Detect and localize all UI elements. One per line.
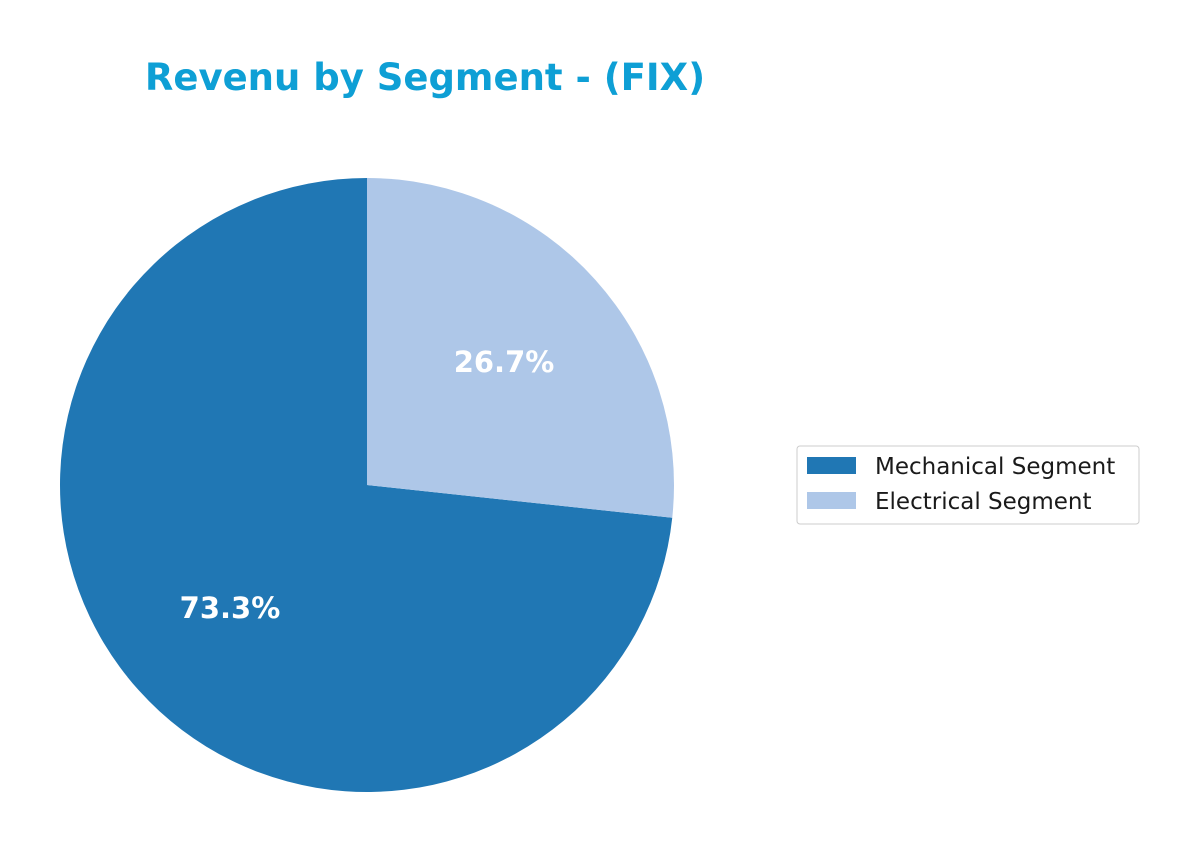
legend: Mechanical Segment Electrical Segment — [796, 445, 1140, 525]
pie-labels: 73.3% 26.7% — [180, 345, 555, 625]
pie-slices — [59, 177, 674, 792]
legend-label-mechanical: Mechanical Segment — [875, 454, 1115, 480]
chart-title: Revenu by Segment - (FIX) — [145, 56, 705, 99]
pie-label-mechanical: 73.3% — [180, 591, 281, 625]
pie-label-electrical: 26.7% — [454, 345, 555, 379]
legend-frame — [796, 445, 1140, 525]
pie-slice-mechanical — [59, 178, 673, 792]
pie-slice-electrical — [367, 177, 674, 518]
legend-label-electrical: Electrical Segment — [875, 489, 1092, 515]
legend-swatch-electrical — [807, 492, 856, 509]
legend-swatch-mechanical — [807, 457, 856, 474]
